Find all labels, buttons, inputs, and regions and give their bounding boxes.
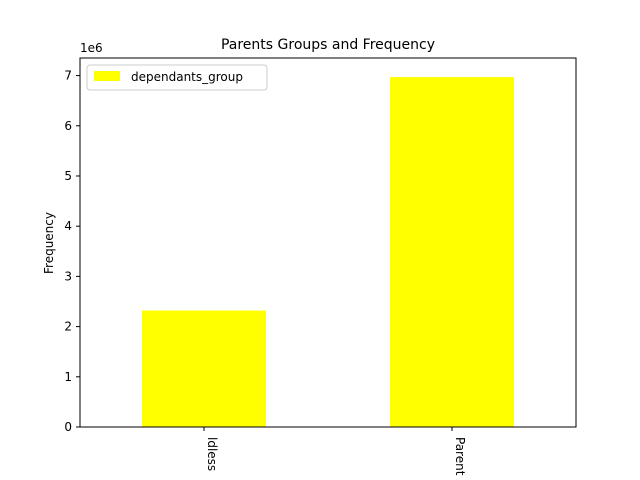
y-tick-label: 7 bbox=[64, 69, 72, 83]
y-axis-label: Frequency bbox=[42, 212, 56, 274]
bar-parent bbox=[390, 77, 514, 428]
chart-title: Parents Groups and Frequency bbox=[221, 37, 435, 53]
bars-group bbox=[142, 77, 514, 428]
x-ticks-group: ldless Parent bbox=[203, 427, 467, 476]
y-ticks-group: 0 1 2 3 4 5 6 7 bbox=[64, 69, 80, 434]
y-tick-label: 1 bbox=[64, 370, 72, 384]
legend-swatch bbox=[94, 71, 120, 81]
legend: dependants_group bbox=[86, 64, 268, 91]
legend-label: dependants_group bbox=[131, 70, 243, 84]
y-tick-label: 0 bbox=[64, 420, 72, 434]
plot-frame bbox=[79, 57, 577, 428]
x-tick-label: Parent bbox=[453, 437, 467, 476]
y-tick-label: 4 bbox=[64, 219, 72, 233]
y-tick-label: 2 bbox=[64, 320, 72, 334]
legend-box bbox=[86, 64, 268, 91]
y-tick-label: 5 bbox=[64, 169, 72, 183]
y-scale-label: 1e6 bbox=[80, 41, 103, 55]
bar-childless bbox=[142, 310, 266, 427]
y-tick-label: 6 bbox=[64, 119, 72, 133]
x-tick-label: ldless bbox=[205, 437, 219, 471]
y-tick-label: 3 bbox=[64, 269, 72, 283]
